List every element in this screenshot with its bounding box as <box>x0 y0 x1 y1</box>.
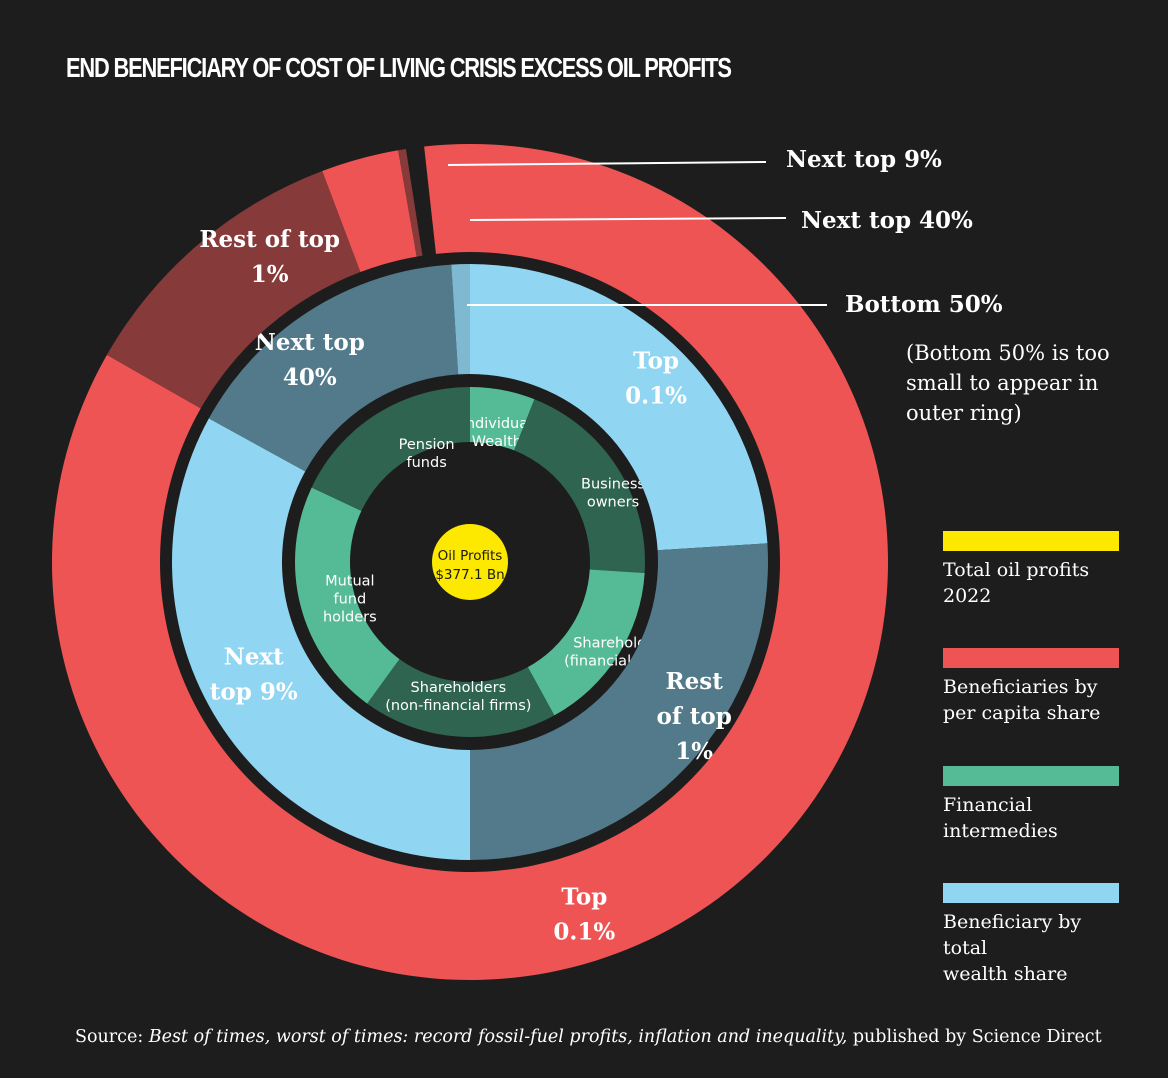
ring-beneficiaries-by-per-capita-share: Top 0.1% Rest of top 1% <box>51 144 888 980</box>
segment-label: Business <box>581 477 645 493</box>
segment-label: holders <box>323 609 377 625</box>
segment-label: 0.1% <box>625 382 687 409</box>
segment-label: Next top <box>255 329 365 356</box>
segment-next-top-9- <box>322 150 417 273</box>
legend-label: Total oil profits 2022 <box>943 559 1090 607</box>
legend-swatch <box>943 766 1119 786</box>
legend-label: Beneficiaries by per capita share <box>943 676 1101 724</box>
segment-label: Individual <box>462 416 533 432</box>
segment-label: top 9% <box>210 679 298 706</box>
segment-label: of top <box>657 703 732 730</box>
annotation-next-top-9: Next top 9% <box>786 146 942 173</box>
center-label: $377.1 Bn <box>435 567 504 583</box>
annotation-next-top-40: Next top 40% <box>801 207 973 234</box>
segment-label: Rest <box>666 668 724 695</box>
segment-rest-of-top-1- <box>106 170 361 409</box>
segment-label: Pension <box>399 437 455 453</box>
segment-next-top-40- <box>398 148 423 257</box>
segment-label: Top <box>561 883 607 910</box>
source-suffix: published by Science Direct <box>847 1027 1102 1047</box>
segment-next-top-9- <box>171 418 470 860</box>
segment-shareholders-financial-firms- <box>527 569 645 716</box>
legend-swatch <box>943 883 1119 903</box>
center-label: Oil Profits <box>438 548 503 564</box>
legend-item-total-oil-profits: Total oil profits 2022 <box>943 531 1119 609</box>
segment-label: (non-financial firms) <box>385 698 531 714</box>
segment-label: Wealth <box>472 434 522 450</box>
segment-label: 1% <box>675 738 713 765</box>
segment-rest-of-top-1- <box>470 543 769 860</box>
segment-label: Rest of top <box>199 226 340 253</box>
annotation-bottom-50: Bottom 50% <box>845 291 1003 318</box>
segment-label: Mutual <box>325 573 375 589</box>
segment-label: fund <box>333 591 366 607</box>
source-title: Best of times, worst of times: record fo… <box>148 1027 848 1047</box>
legend-label: Financial intermedies <box>943 794 1058 842</box>
bottom-50-note: (Bottom 50% is too small to appear in ou… <box>906 341 1110 425</box>
legend-label: Beneficiary by total wealth share <box>943 911 1082 985</box>
segment-label: 1% <box>251 261 289 288</box>
legend-swatch <box>943 531 1119 551</box>
segment-pension-funds <box>311 387 470 511</box>
leader-line <box>447 161 767 166</box>
source-citation: Source: Best of times, worst of times: r… <box>75 1027 1102 1047</box>
segment-business-owners <box>514 399 645 573</box>
segment-label: Top <box>633 347 679 374</box>
segment-individual-wealth <box>470 387 535 451</box>
segment-bottom-50- <box>451 264 470 375</box>
segment-mutual-fund-holders <box>294 487 400 704</box>
segment-label: Shareholders <box>411 680 507 696</box>
legend-item-financial-intermedies: Financial intermedies <box>943 766 1119 844</box>
leader-line <box>469 217 787 221</box>
segment-shareholders-non-financial-firms- <box>367 659 555 737</box>
segment-next-top-40- <box>208 264 459 472</box>
ring-financial-intermedies: Individual Wealth Business owners Shareholde… <box>294 387 678 737</box>
segment-label: 40% <box>283 364 337 391</box>
center-oil-profits-disc <box>432 524 508 600</box>
chart-title: END BENEFICIARY OF COST OF LIVING CRISIS… <box>66 52 732 83</box>
legend-item-per-capita-share: Beneficiaries by per capita share <box>943 648 1119 726</box>
segment-label: Next <box>224 644 284 671</box>
segment-label: owners <box>587 495 639 511</box>
segment-label: funds <box>407 455 447 471</box>
segment-label: 0.1% <box>553 918 615 945</box>
legend-item-total-wealth-share: Beneficiary by total wealth share <box>943 883 1119 987</box>
segment-top-0-1- <box>470 264 768 551</box>
source-prefix: Source: <box>75 1027 149 1047</box>
ring-beneficiary-by-total-wealth-share: Top 0.1% Rest of top 1% Next top 9% Next top 40% <box>171 264 769 860</box>
legend-swatch <box>943 648 1119 668</box>
